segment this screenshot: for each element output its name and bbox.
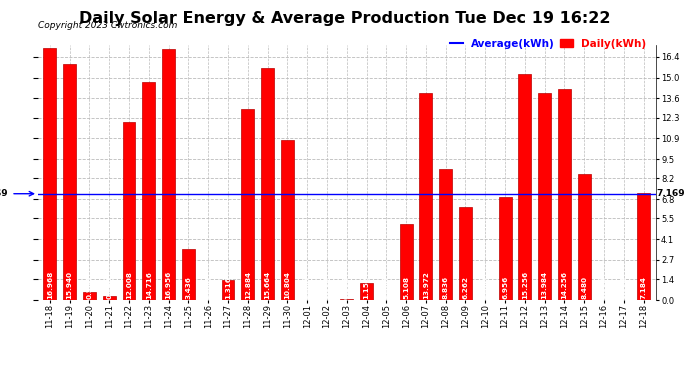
Bar (182, 249, 195, 300)
Text: 10.804: 10.804 (284, 271, 290, 298)
Text: 5.108: 5.108 (403, 276, 409, 298)
Bar (499, 197, 511, 300)
Bar (578, 174, 591, 300)
Text: 1.316: 1.316 (225, 276, 231, 298)
Text: 8.480: 8.480 (581, 276, 587, 298)
Legend: Average(kWh), Daily(kWh): Average(kWh), Daily(kWh) (446, 35, 650, 53)
Text: 8.836: 8.836 (443, 275, 448, 298)
Bar (142, 82, 155, 300)
Bar (558, 88, 571, 300)
Bar (43, 48, 57, 300)
Text: 16.956: 16.956 (166, 270, 172, 298)
Bar (261, 68, 274, 300)
Bar (400, 224, 413, 300)
Bar (123, 122, 135, 300)
Text: 0.000: 0.000 (621, 276, 627, 298)
Text: 0.000: 0.000 (601, 276, 607, 298)
Text: 6.956: 6.956 (502, 275, 508, 298)
Bar (518, 74, 531, 300)
Text: 14.716: 14.716 (146, 271, 152, 298)
Text: 15.256: 15.256 (522, 270, 528, 298)
Text: 14.256: 14.256 (562, 270, 567, 298)
Text: 13.972: 13.972 (423, 271, 429, 298)
Bar (221, 280, 235, 300)
Text: 6.262: 6.262 (462, 276, 469, 298)
Bar (103, 296, 116, 300)
Text: 0.100: 0.100 (344, 276, 350, 298)
Bar (538, 93, 551, 300)
Bar (420, 93, 433, 300)
Text: 12.008: 12.008 (126, 271, 132, 298)
Text: 1.152: 1.152 (364, 276, 370, 298)
Bar (360, 283, 373, 300)
Text: 0.568: 0.568 (86, 275, 92, 298)
Bar (241, 109, 254, 300)
Text: 16.968: 16.968 (47, 270, 53, 298)
Bar (637, 194, 650, 300)
Bar (459, 207, 472, 300)
Bar (162, 49, 175, 300)
Text: 3.436: 3.436 (186, 276, 191, 298)
Bar (440, 169, 452, 300)
Text: Daily Solar Energy & Average Production Tue Dec 19 16:22: Daily Solar Energy & Average Production … (79, 11, 611, 26)
Text: 7.184: 7.184 (640, 276, 647, 298)
Text: 0.248: 0.248 (106, 276, 112, 298)
Text: 7.169: 7.169 (657, 189, 685, 198)
Text: 0.000: 0.000 (324, 276, 330, 298)
Text: 7.169: 7.169 (0, 189, 34, 198)
Text: 0.000: 0.000 (205, 276, 211, 298)
Text: 15.664: 15.664 (264, 270, 270, 298)
Bar (63, 64, 76, 300)
Text: Copyright 2023 Cwtronics.com: Copyright 2023 Cwtronics.com (38, 21, 177, 30)
Text: 12.884: 12.884 (245, 270, 250, 298)
Text: 13.984: 13.984 (542, 270, 548, 298)
Bar (281, 140, 294, 300)
Text: 0.000: 0.000 (482, 276, 489, 298)
Text: 15.940: 15.940 (67, 270, 72, 298)
Bar (340, 298, 353, 300)
Text: 0.000: 0.000 (384, 276, 389, 298)
Text: 0.000: 0.000 (304, 276, 310, 298)
Bar (83, 292, 96, 300)
